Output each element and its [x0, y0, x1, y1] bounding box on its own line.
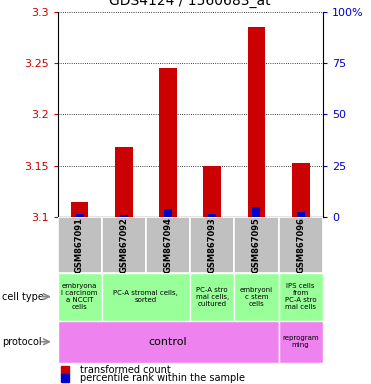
Text: PC-A stro
mal cells,
cultured: PC-A stro mal cells, cultured	[196, 286, 229, 307]
Bar	[58, 321, 279, 363]
Bar	[279, 217, 323, 273]
Bar	[203, 166, 221, 217]
Text: percentile rank within the sample: percentile rank within the sample	[80, 373, 245, 383]
Bar	[234, 217, 279, 273]
Bar	[102, 273, 190, 321]
Bar	[292, 162, 309, 217]
Bar	[159, 68, 177, 217]
Bar	[234, 273, 279, 321]
Text: GSM867092: GSM867092	[119, 217, 128, 273]
Bar	[208, 214, 216, 217]
Title: GDS4124 / 1560683_at: GDS4124 / 1560683_at	[109, 0, 271, 8]
Bar	[71, 202, 88, 217]
Bar	[58, 217, 102, 273]
Bar	[247, 27, 265, 217]
Text: transformed count: transformed count	[80, 365, 171, 375]
Text: protocol: protocol	[2, 337, 42, 347]
Bar	[164, 209, 172, 217]
Text: IPS cells
from
PC-A stro
mal cells: IPS cells from PC-A stro mal cells	[285, 283, 316, 310]
Bar	[279, 273, 323, 321]
Text: reprogram
ming: reprogram ming	[282, 335, 319, 348]
Bar	[115, 147, 133, 217]
Bar	[253, 207, 260, 217]
Text: GSM867096: GSM867096	[296, 217, 305, 273]
Bar	[102, 217, 146, 273]
Bar	[76, 214, 83, 217]
Bar	[297, 212, 305, 217]
Bar	[120, 215, 128, 217]
Text: control: control	[149, 337, 187, 347]
Bar	[190, 273, 234, 321]
Bar	[146, 217, 190, 273]
Text: PC-A stromal cells,
sorted: PC-A stromal cells, sorted	[114, 290, 178, 303]
Bar	[190, 217, 234, 273]
Text: cell type: cell type	[2, 291, 44, 302]
Bar	[279, 321, 323, 363]
Text: GSM867094: GSM867094	[164, 217, 173, 273]
Bar	[58, 273, 102, 321]
Text: embryona
l carcinom
a NCCIT
cells: embryona l carcinom a NCCIT cells	[61, 283, 98, 310]
Text: GSM867095: GSM867095	[252, 217, 261, 273]
Text: embryoni
c stem
cells: embryoni c stem cells	[240, 286, 273, 307]
Text: GSM867093: GSM867093	[208, 217, 217, 273]
Text: GSM867091: GSM867091	[75, 217, 84, 273]
